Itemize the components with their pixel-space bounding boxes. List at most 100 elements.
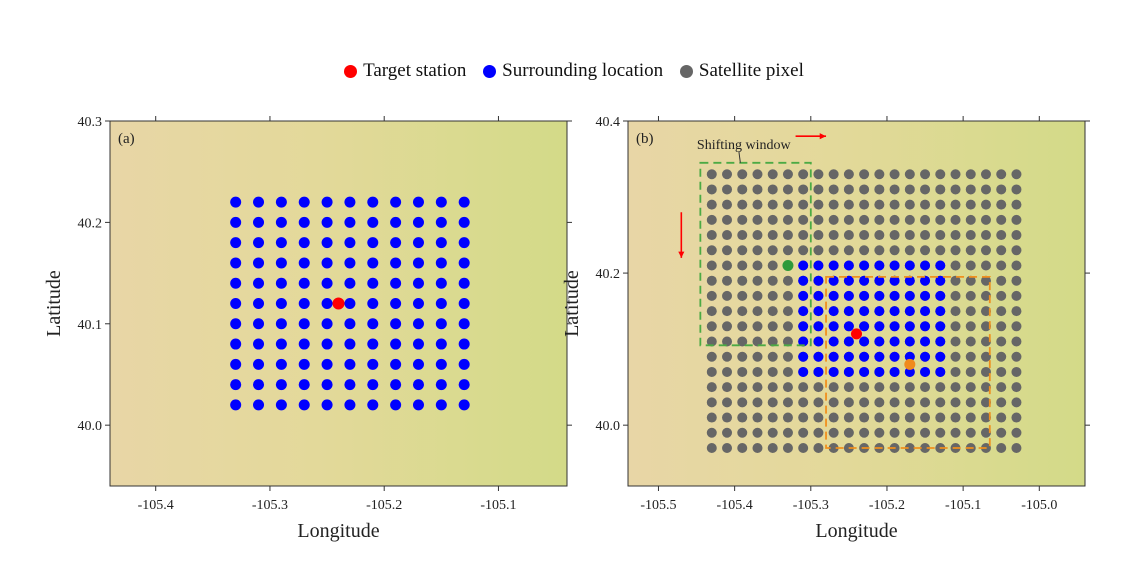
satellite-pixel-dot — [996, 199, 1007, 210]
satellite-pixel-dot — [752, 306, 763, 317]
surrounding-location-dot — [298, 257, 310, 269]
satellite-pixel-dot — [798, 199, 809, 210]
satellite-pixel-dot — [706, 275, 717, 286]
surrounding-location-dot — [935, 306, 946, 317]
satellite-pixel-dot — [722, 427, 733, 438]
surrounding-location-dot — [859, 321, 870, 332]
satellite-pixel-dot — [828, 230, 839, 241]
surrounding-location-dot — [390, 237, 402, 249]
surrounding-location-dot — [813, 351, 824, 362]
satellite-pixel-dot — [980, 397, 991, 408]
satellite-pixel-dot — [737, 427, 748, 438]
satellite-pixel-dot — [1011, 306, 1022, 317]
surrounding-location-dot — [843, 306, 854, 317]
surrounding-location-dot — [344, 379, 356, 391]
satellite-pixel-dot — [706, 169, 717, 180]
satellite-pixel-dot — [950, 230, 961, 241]
satellite-pixel-dot — [706, 442, 717, 453]
surrounding-location-dot — [253, 298, 265, 309]
surrounding-location-dot — [390, 338, 402, 350]
surrounding-location-dot — [275, 298, 287, 309]
satellite-pixel-dot — [706, 351, 717, 362]
surrounding-location-dot — [435, 379, 447, 391]
satellite-pixel-dot — [752, 275, 763, 286]
surrounding-location-dot — [874, 306, 885, 317]
satellite-pixel-dot — [950, 306, 961, 317]
satellite-pixel-dot — [752, 382, 763, 393]
satellite-pixel-dot — [965, 184, 976, 195]
surrounding-location-dot — [367, 298, 379, 309]
surrounding-location-dot — [412, 338, 424, 350]
surrounding-location-dot — [828, 290, 839, 301]
surrounding-location-dot — [935, 336, 946, 347]
surrounding-location-dot — [920, 290, 931, 301]
surrounding-location-dot — [298, 298, 310, 309]
satellite-pixel-dot — [828, 412, 839, 423]
satellite-pixel-dot — [920, 427, 931, 438]
panel-a: -105.4 -105.3 -105.2 -105.1 40.0 40.1 40.2 40.3… — [43, 115, 572, 542]
surrounding-location-dot — [275, 196, 287, 208]
satellite-pixel-dot — [935, 427, 946, 438]
legend: Target station Surrounding location Sate… — [0, 60, 1148, 84]
surrounding-location-dot — [275, 318, 287, 330]
satellite-pixel-dot — [980, 169, 991, 180]
surrounding-location-dot — [935, 366, 946, 377]
surrounding-location-dot — [435, 257, 447, 269]
surrounding-location-dot — [828, 260, 839, 271]
satellite-pixel-dot — [1011, 442, 1022, 453]
surrounding-location-dot — [889, 306, 900, 317]
satellite-pixel-dot — [980, 427, 991, 438]
surrounding-location-dot — [275, 257, 287, 269]
surrounding-location-dot — [412, 298, 424, 309]
satellite-pixel-dot — [889, 214, 900, 225]
surrounding-location-dot — [798, 275, 809, 286]
satellite-pixel-dot — [798, 245, 809, 256]
satellite-pixel-dot — [996, 397, 1007, 408]
satellite-pixel-dot — [706, 397, 717, 408]
satellite-pixel-dot — [965, 230, 976, 241]
satellite-pixel-dot — [722, 306, 733, 317]
satellite-pixel-dot — [813, 397, 824, 408]
satellite-pixel-dot — [904, 427, 915, 438]
surrounding-location-dot — [275, 216, 287, 228]
surrounding-location-dot — [813, 321, 824, 332]
surrounding-location-dot — [435, 338, 447, 350]
satellite-pixel-dot — [889, 199, 900, 210]
satellite-pixel-dot — [980, 260, 991, 271]
satellite-pixel-dot — [889, 230, 900, 241]
surrounding-location-dot — [367, 318, 379, 330]
satellite-pixel-dot — [706, 290, 717, 301]
satellite-pixel-dot — [1011, 275, 1022, 286]
satellite-pixel-dot — [904, 382, 915, 393]
satellite-pixel-dot — [859, 382, 870, 393]
surrounding-location-dot — [458, 379, 470, 391]
satellite-pixel-dot — [706, 199, 717, 210]
dot-grid-a-0 — [230, 196, 470, 411]
satellite-pixel-dot — [782, 336, 793, 347]
satellite-pixel-dot — [782, 184, 793, 195]
surrounding-location-dot — [412, 318, 424, 330]
surrounding-location-dot — [813, 336, 824, 347]
surrounding-location-dot — [874, 260, 885, 271]
surrounding-location-dot — [321, 257, 333, 269]
surrounding-location-dot — [435, 216, 447, 228]
satellite-pixel-dot — [904, 199, 915, 210]
satellite-pixel-dot — [706, 366, 717, 377]
satellite-pixel-dot — [782, 306, 793, 317]
surrounding-location-dot — [874, 366, 885, 377]
surrounding-location-dot — [275, 358, 287, 370]
surrounding-location-dot — [230, 358, 242, 370]
satellite-pixel-dot — [889, 412, 900, 423]
satellite-pixel-dot — [767, 184, 778, 195]
satellite-pixel-dot — [950, 366, 961, 377]
satellite-pixel-dot — [752, 260, 763, 271]
satellite-pixel-dot — [980, 230, 991, 241]
satellite-pixel-dot — [722, 321, 733, 332]
satellite-pixel-dot — [920, 230, 931, 241]
surrounding-location-dot — [367, 257, 379, 269]
satellite-pixel-dot — [767, 336, 778, 347]
satellite-pixel-dot — [767, 366, 778, 377]
satellite-pixel-dot — [996, 366, 1007, 377]
satellite-pixel-dot — [767, 275, 778, 286]
satellite-pixel-dot — [965, 214, 976, 225]
